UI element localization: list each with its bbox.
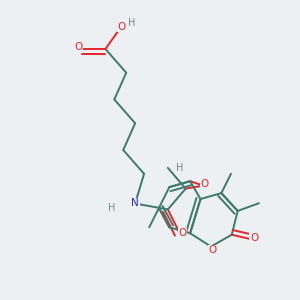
Text: O: O (118, 22, 126, 32)
Text: H: H (176, 163, 183, 173)
Text: O: O (250, 233, 258, 243)
Text: O: O (178, 228, 187, 238)
Text: H: H (128, 18, 135, 28)
Text: O: O (208, 245, 217, 255)
Text: O: O (201, 179, 209, 189)
Text: N: N (131, 199, 139, 208)
Text: O: O (74, 43, 83, 52)
Text: H: H (108, 203, 115, 213)
